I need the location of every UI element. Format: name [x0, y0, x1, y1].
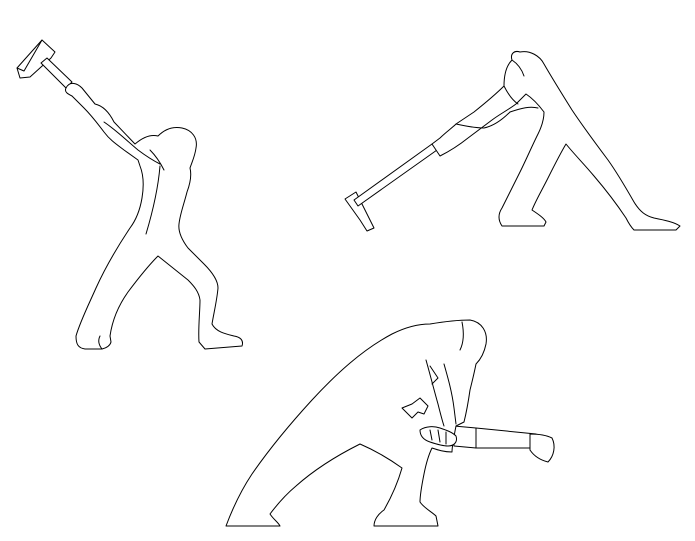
mallet-head: [529, 433, 555, 463]
sledgehammer-head-1-face: [16, 39, 43, 72]
worker-shirt-opening-3: [401, 397, 429, 419]
mallet-handle: [453, 425, 539, 449]
worker-back-line-3: [429, 365, 439, 385]
worker-arm-line-1b: [149, 149, 165, 171]
sledgehammer-handle-2: [353, 143, 438, 207]
figure-dragging-hammer: [344, 51, 681, 232]
worker-arm-line-3b: [443, 363, 457, 425]
sledgehammer-head-1: [16, 39, 56, 79]
worker-body-2: [431, 51, 681, 231]
worker-finger-lines-3: [429, 429, 447, 445]
worker-neck-line-2: [511, 59, 525, 77]
figure-overhead-swing: [16, 39, 243, 350]
worker-head-line-3: [459, 321, 464, 351]
worker-hands-3: [419, 426, 457, 447]
sledgehammer-handle-1: [40, 57, 73, 89]
worker-foot-line-1: [98, 335, 103, 350]
worker-body-1: [65, 82, 243, 350]
worker-arm-line-2: [455, 111, 511, 129]
figure-crouching-mallet: [225, 319, 555, 527]
worker-body-3: [225, 319, 487, 527]
worker-arm-line-3: [425, 359, 445, 427]
worker-arm-line-2b: [503, 85, 519, 105]
worker-arm-line-1: [103, 121, 161, 165]
worker-leg-line-1: [145, 165, 161, 235]
worker-shirt-line-2: [509, 106, 539, 113]
sledgehammer-head-2: [344, 191, 375, 232]
